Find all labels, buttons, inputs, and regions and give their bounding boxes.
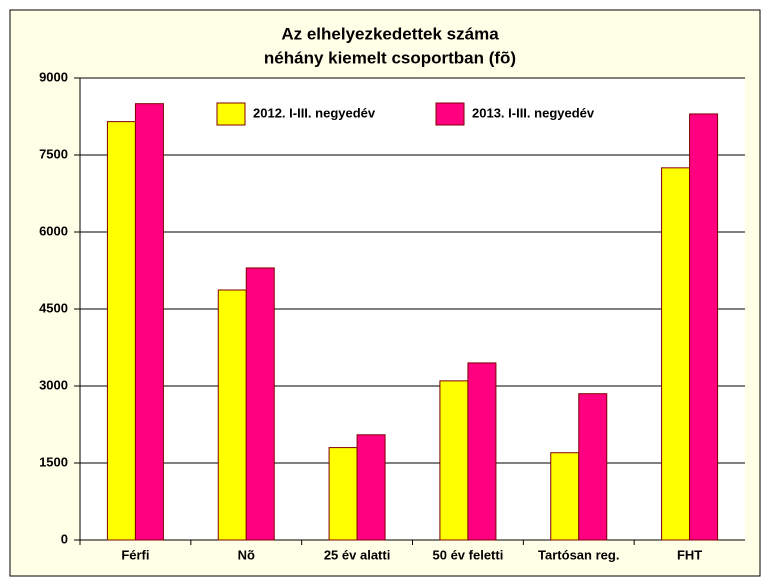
y-tick-label: 3000 [39, 377, 68, 392]
legend-label: 2012. I-III. negyedév [253, 105, 376, 120]
legend-label: 2013. I-III. negyedév [472, 105, 595, 120]
bar [689, 113, 719, 541]
bar [661, 167, 691, 541]
bar [134, 103, 164, 541]
bar [550, 452, 580, 541]
x-tick-label: Tartósan reg. [538, 547, 619, 562]
y-tick-label: 9000 [39, 69, 68, 84]
x-tick-label: 50 év feletti [433, 547, 504, 562]
x-tick-label: Férfi [121, 547, 149, 562]
chart-title: néhány kiemelt csoportban (fõ) [264, 48, 516, 67]
bar [467, 362, 497, 541]
y-tick-label: 4500 [39, 300, 68, 315]
chart-title: Az elhelyezkedettek száma [281, 24, 499, 43]
bar [439, 380, 469, 541]
bar [356, 434, 386, 541]
y-tick-label: 7500 [39, 146, 68, 161]
x-tick-label: FHT [677, 547, 702, 562]
bar [245, 267, 275, 541]
x-tick-label: 25 év alatti [324, 547, 391, 562]
x-tick-label: Nõ [238, 547, 255, 562]
bar [578, 393, 608, 541]
bar [217, 289, 247, 541]
legend-swatch [216, 102, 246, 126]
y-tick-label: 6000 [39, 223, 68, 238]
bar [328, 447, 358, 541]
y-tick-label: 0 [61, 531, 68, 546]
legend-swatch [435, 102, 465, 126]
bar [106, 121, 136, 541]
y-tick-label: 1500 [39, 454, 68, 469]
